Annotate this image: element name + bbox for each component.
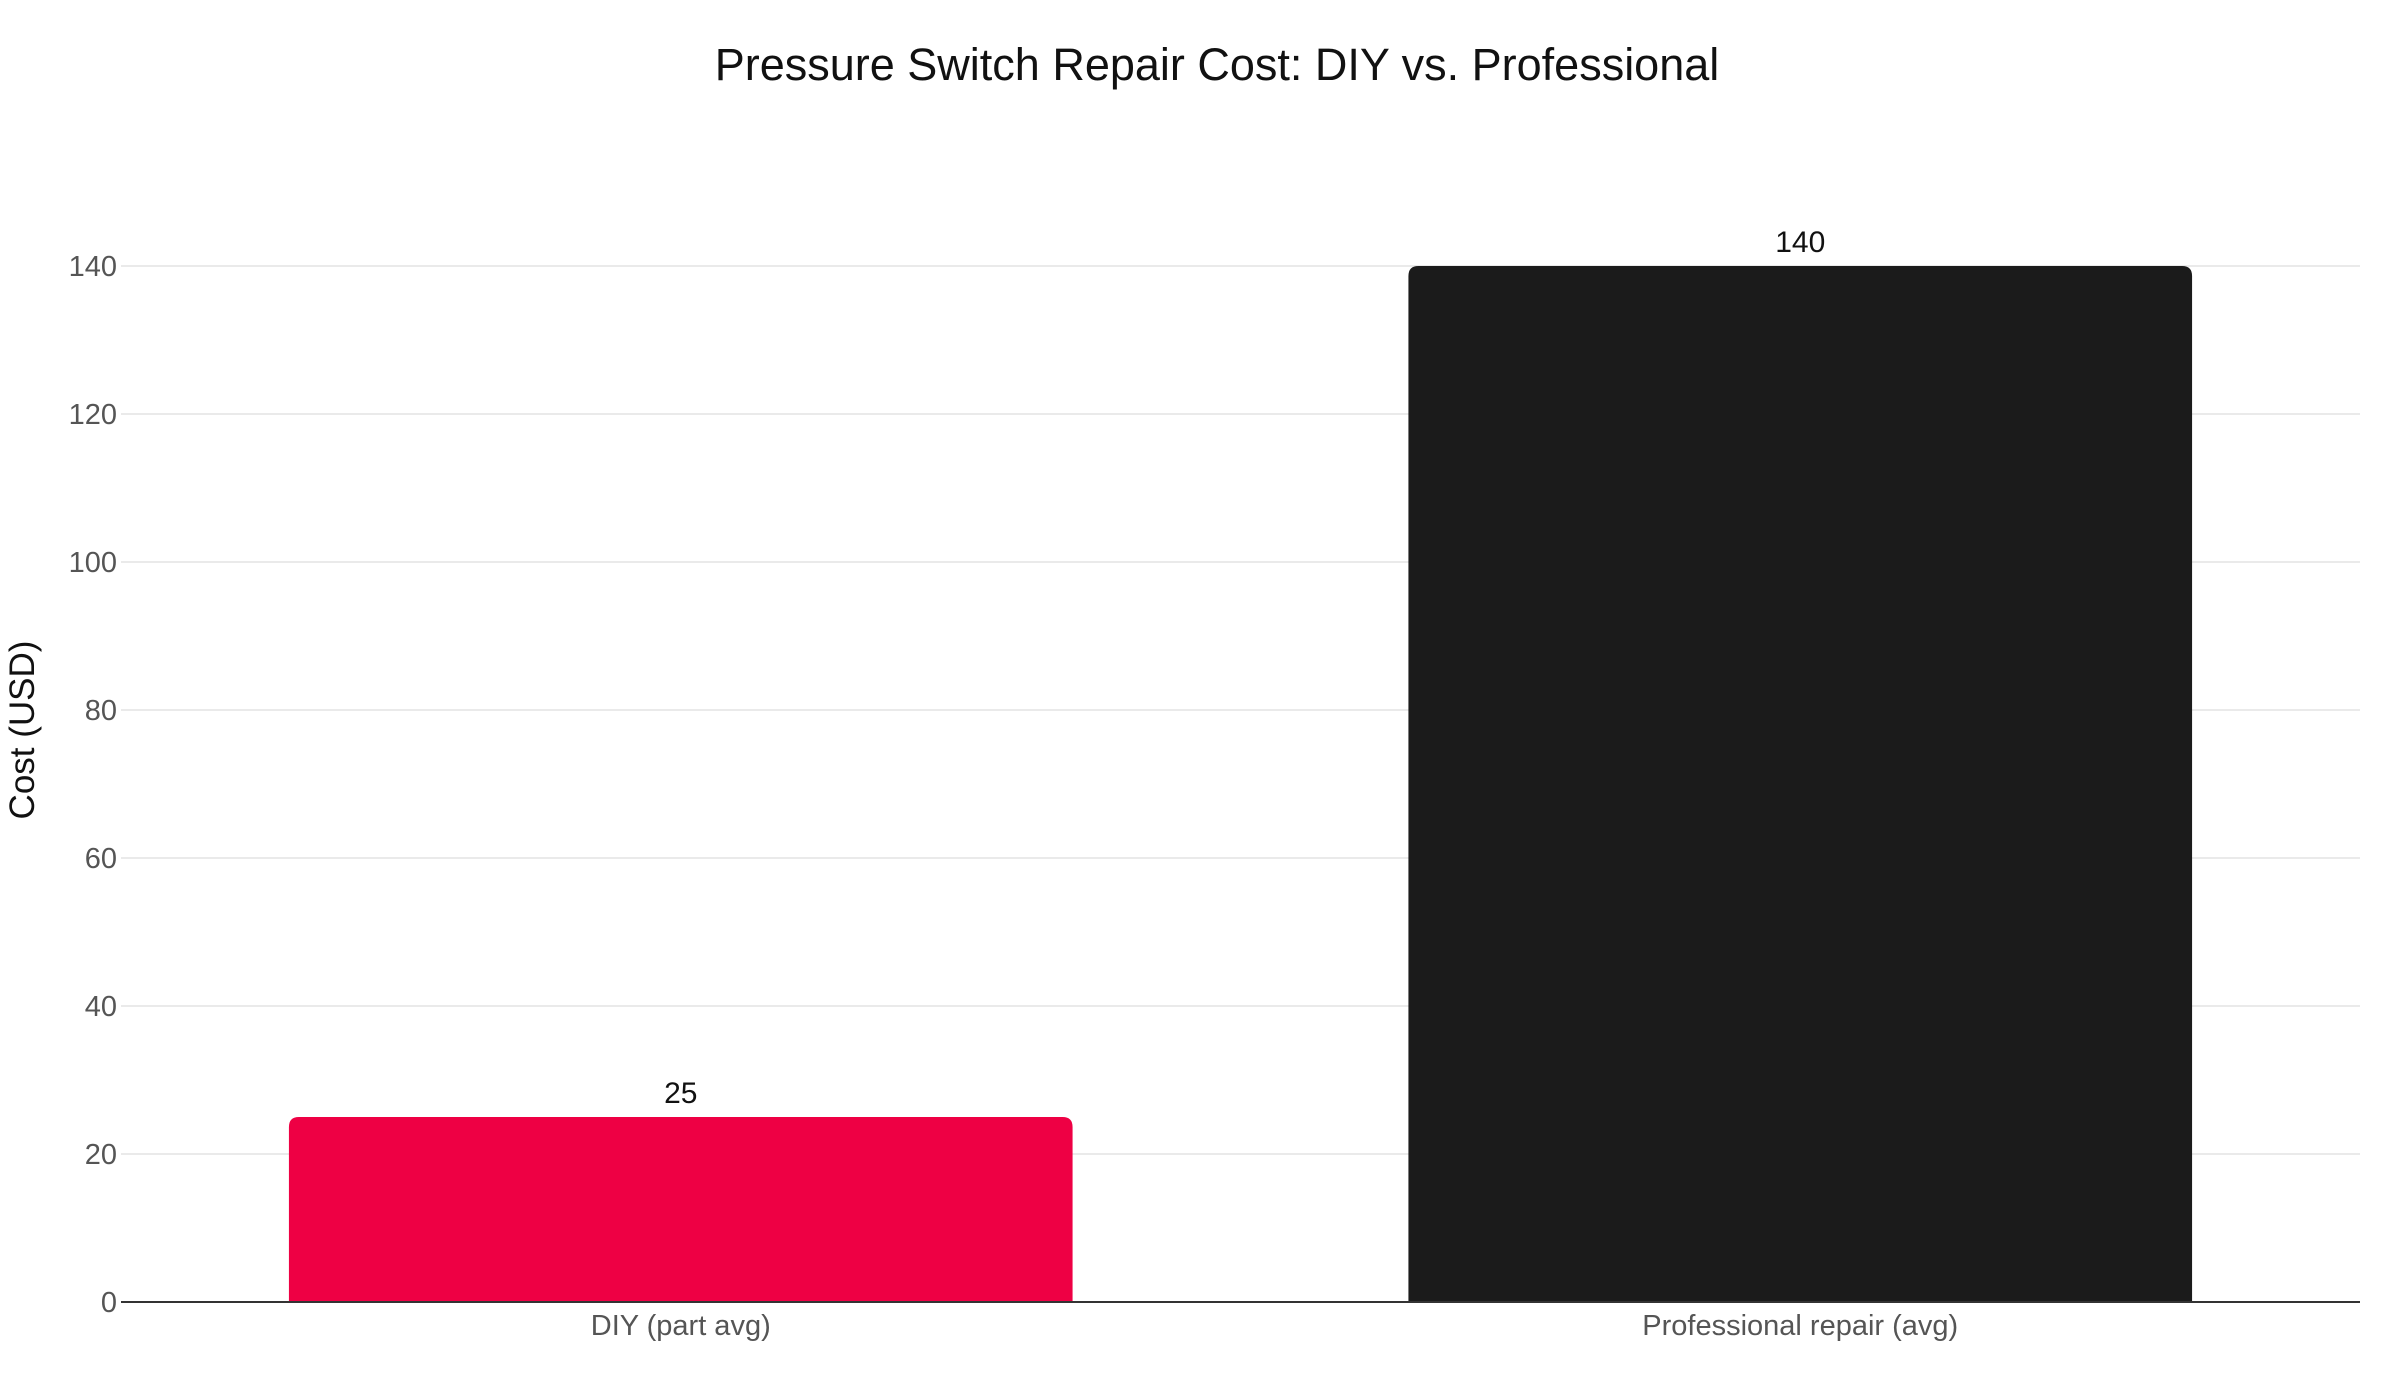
bar-diy — [288, 1117, 1073, 1302]
y-tick-label: 80 — [85, 695, 117, 727]
grid-lines — [121, 265, 2360, 1155]
y-tick-label: 120 — [69, 399, 117, 431]
y-tick-label: 0 — [101, 1287, 117, 1319]
bars — [288, 266, 2193, 1302]
y-axis-ticks: 0 20 40 60 80 100 120 140 — [69, 251, 117, 1319]
data-labels: 25 140 — [664, 226, 1825, 1110]
x-axis-ticks: DIY (part avg) Professional repair (avg) — [591, 1310, 1958, 1342]
x-tick-label: Professional repair (avg) — [1642, 1310, 1958, 1342]
x-tick-label: DIY (part avg) — [591, 1310, 771, 1342]
bar-value-label: 140 — [1775, 226, 1825, 259]
y-tick-label: 100 — [69, 547, 117, 579]
bar-professional — [1408, 266, 2193, 1302]
y-tick-label: 140 — [69, 251, 117, 283]
chart-title: Pressure Switch Repair Cost: DIY vs. Pro… — [715, 39, 1720, 90]
bar-value-label: 25 — [664, 1077, 697, 1110]
y-tick-label: 20 — [85, 1139, 117, 1171]
y-axis-title: Cost (USD) — [3, 641, 42, 820]
y-tick-label: 40 — [85, 991, 117, 1023]
y-tick-label: 60 — [85, 843, 117, 875]
